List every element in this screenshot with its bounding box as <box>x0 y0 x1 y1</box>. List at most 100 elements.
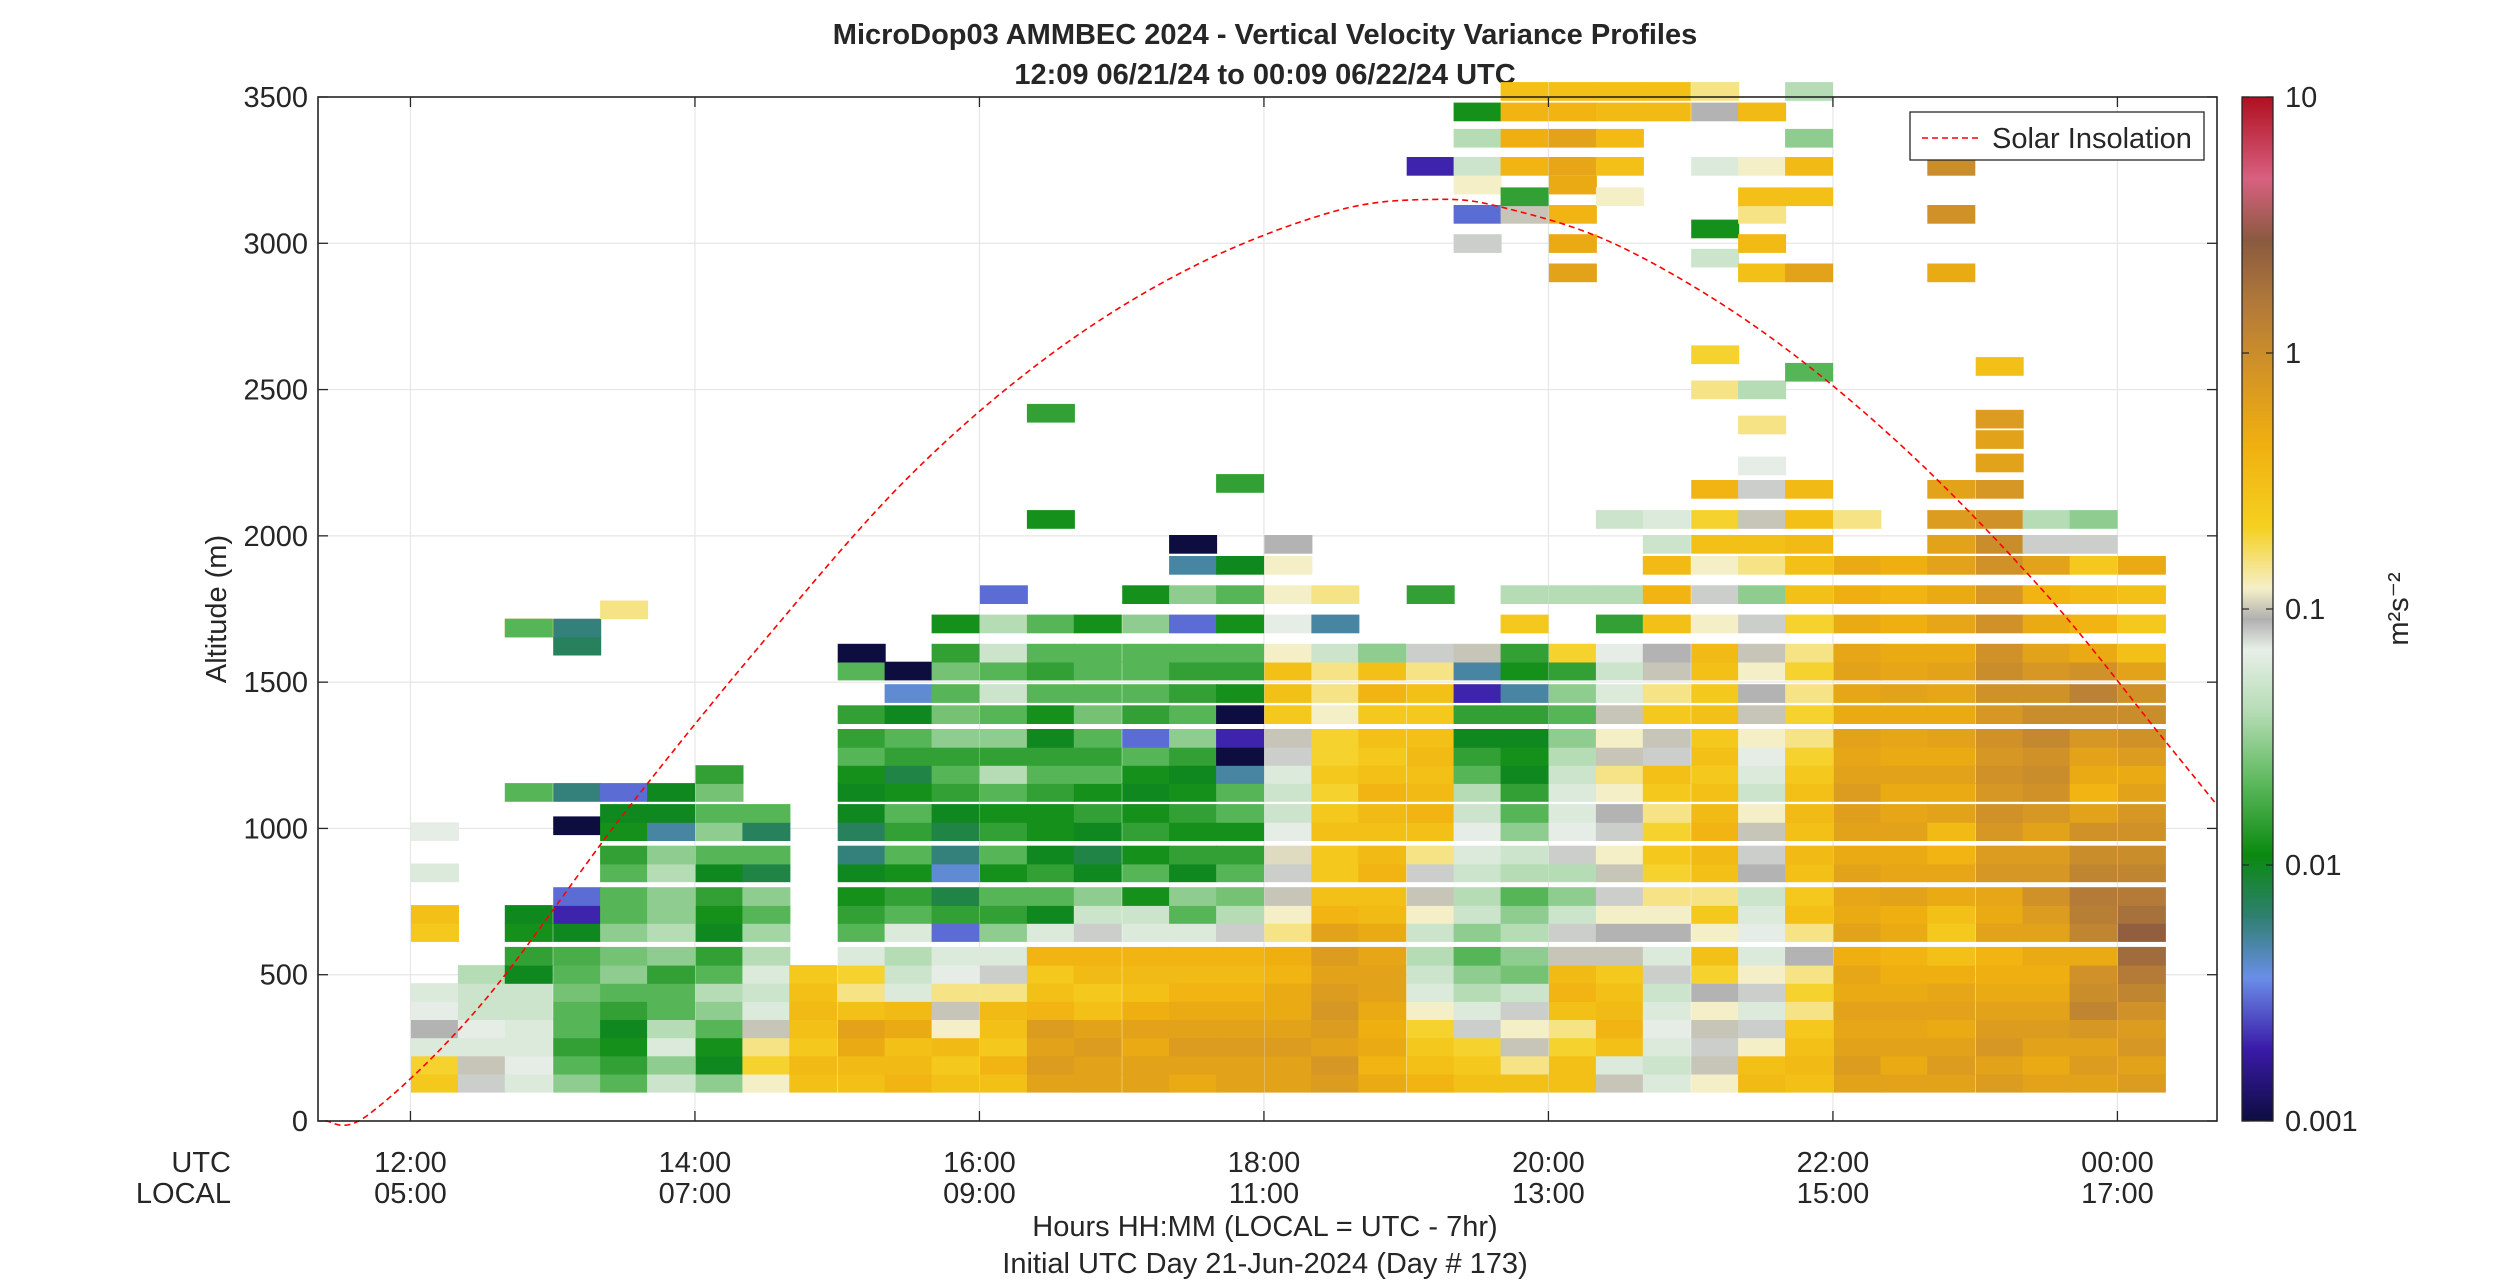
heatmap-cell <box>1169 822 1218 841</box>
heatmap-cell <box>1595 705 1644 724</box>
heatmap-cell <box>1927 1055 1976 1075</box>
heatmap-cell <box>1169 729 1218 748</box>
heatmap-cell <box>1927 1037 1976 1057</box>
heatmap-cell <box>647 946 696 966</box>
heatmap-cell <box>1548 765 1597 784</box>
heatmap-cell <box>1880 845 1929 865</box>
heatmap-cell <box>2069 661 2118 681</box>
heatmap-cell <box>1975 614 2024 634</box>
heatmap-cell <box>742 905 791 924</box>
heatmap-cell <box>1122 684 1171 703</box>
heatmap-cell <box>931 1001 980 1020</box>
heatmap-cell <box>1216 1019 1265 1039</box>
heatmap-cell <box>742 965 791 984</box>
heatmap-cell <box>2022 905 2071 924</box>
heatmap-cell <box>1169 863 1218 883</box>
heatmap-cell <box>1500 187 1549 207</box>
heatmap-cell <box>1311 1037 1360 1057</box>
heatmap-cell <box>1738 643 1787 663</box>
heatmap-cell <box>2069 1055 2118 1075</box>
heatmap-cell <box>1642 585 1691 604</box>
heatmap-cell <box>1026 684 1075 703</box>
heatmap-cell <box>1026 643 1075 663</box>
heatmap-cell <box>1264 535 1313 554</box>
heatmap-cell <box>1738 415 1787 435</box>
heatmap-cell <box>1691 480 1740 499</box>
heatmap-cell <box>1738 585 1787 604</box>
heatmap-cell <box>884 684 933 703</box>
heatmap-cell <box>1453 887 1502 906</box>
heatmap-cell <box>1548 585 1597 604</box>
heatmap-cell <box>931 705 980 724</box>
heatmap-cell <box>837 1001 886 1020</box>
heatmap-cell <box>1548 1001 1597 1020</box>
heatmap-cell <box>1073 923 1122 942</box>
heatmap-cell <box>2117 923 2166 942</box>
x-tick-label-local: 17:00 <box>2081 1178 2154 1210</box>
heatmap-cell <box>1548 923 1597 942</box>
heatmap-cell <box>742 1037 791 1057</box>
heatmap-cell <box>1358 1055 1407 1075</box>
heatmap-cell <box>1738 863 1787 883</box>
heatmap-cell <box>1216 783 1265 802</box>
heatmap-cell <box>2117 863 2166 883</box>
heatmap-cell <box>1073 887 1122 906</box>
heatmap-cell <box>1785 822 1834 841</box>
heatmap-cell <box>1358 1019 1407 1039</box>
heatmap-cell <box>979 983 1028 1002</box>
heatmap-cell <box>1500 822 1549 841</box>
heatmap-cell <box>979 747 1028 766</box>
heatmap-cell <box>1548 804 1597 823</box>
heatmap-cell <box>1548 263 1597 283</box>
heatmap-cell <box>1026 887 1075 906</box>
heatmap-cell <box>884 765 933 784</box>
heatmap-cell <box>2117 845 2166 865</box>
heatmap-cell <box>931 804 980 823</box>
heatmap-cell <box>1738 783 1787 802</box>
heatmap-cell <box>1880 1055 1929 1075</box>
heatmap-cell <box>2117 705 2166 724</box>
heatmap-cell <box>979 1073 1028 1093</box>
heatmap-cell <box>1406 1019 1455 1039</box>
heatmap-cell <box>1785 684 1834 703</box>
heatmap-cell <box>1927 205 1976 224</box>
heatmap-cell <box>837 804 886 823</box>
heatmap-cell <box>1738 946 1787 966</box>
heatmap-cell <box>695 1037 744 1057</box>
heatmap-cell <box>1595 1055 1644 1075</box>
x-tick-label-utc: 16:00 <box>943 1147 1016 1179</box>
heatmap-cell <box>1833 946 1882 966</box>
heatmap-cell <box>2022 1073 2071 1093</box>
heatmap-cell <box>1927 923 1976 942</box>
heatmap-cell <box>1122 887 1171 906</box>
heatmap-cell <box>1073 804 1122 823</box>
heatmap-cell <box>1311 643 1360 663</box>
heatmap-cell <box>1785 614 1834 634</box>
heatmap-cell <box>2022 747 2071 766</box>
heatmap-cell <box>553 1073 602 1093</box>
heatmap-cell <box>600 983 649 1002</box>
heatmap-cell <box>411 1073 459 1093</box>
colorbar-tick-label: 10 <box>2285 82 2317 114</box>
heatmap-cell <box>1738 1019 1787 1039</box>
heatmap-cell <box>1927 535 1976 554</box>
heatmap-cell <box>1642 923 1691 942</box>
heatmap-cell <box>1975 480 2024 499</box>
heatmap-cell <box>647 822 696 841</box>
heatmap-cell <box>1833 747 1882 766</box>
heatmap-cell <box>2069 765 2118 784</box>
plot-frame <box>317 96 2218 1122</box>
heatmap-cell <box>979 804 1028 823</box>
heatmap-cell <box>931 684 980 703</box>
heatmap-cell <box>1880 1037 1929 1057</box>
heatmap-cell <box>1073 822 1122 841</box>
heatmap-cell <box>884 845 933 865</box>
heatmap-cell <box>931 822 980 841</box>
heatmap-cell <box>1216 822 1265 841</box>
heatmap-cell <box>1595 822 1644 841</box>
heatmap-cell <box>1691 983 1740 1002</box>
heatmap-cell <box>1738 1001 1787 1020</box>
heatmap-cell <box>1264 661 1313 681</box>
heatmap-cell <box>789 1001 838 1020</box>
heatmap-cell <box>695 804 744 823</box>
